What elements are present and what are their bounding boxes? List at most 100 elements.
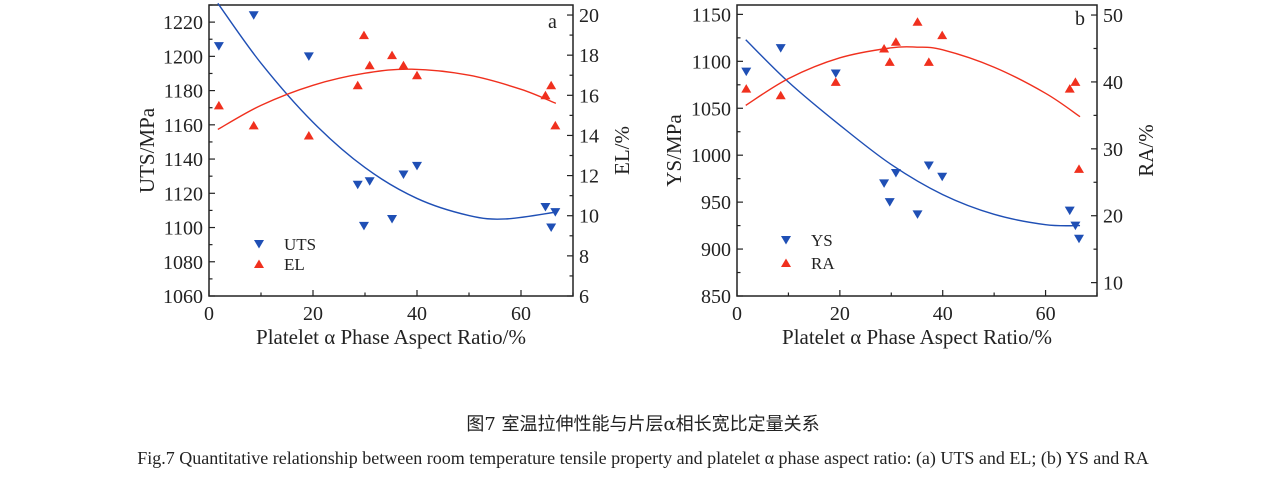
data-point-el (364, 60, 375, 70)
data-point-el (546, 80, 557, 90)
plot-frame (208, 4, 574, 297)
data-point-ys (1070, 221, 1081, 231)
data-point-ys (912, 210, 923, 219)
data-point-uts (398, 170, 409, 179)
legend-label-uts: UTS (284, 235, 316, 254)
data-point-ys (1064, 206, 1075, 216)
x-tick-label: 20 (303, 303, 323, 325)
plot-frame (736, 4, 1098, 297)
data-point-ys (1074, 234, 1084, 244)
data-point-el (358, 30, 369, 40)
y-left-tick-label: 1220 (163, 12, 203, 34)
data-point-ys (884, 198, 895, 207)
data-point-el (540, 90, 551, 100)
y-left-tick-label: 1080 (163, 252, 203, 274)
y-right-axis-label: RA/% (1134, 124, 1158, 177)
data-point-uts (546, 223, 557, 233)
data-point-ra (830, 77, 841, 86)
data-point-el (387, 50, 398, 60)
y-left-tick-label: 1150 (692, 4, 731, 26)
data-point-el (412, 70, 422, 80)
x-axis-label: Platelet α Phase Aspect Ratio/% (782, 325, 1052, 349)
y-left-tick-label: 1060 (163, 286, 203, 308)
legend-label-ys: YS (811, 231, 833, 250)
data-point-ys (741, 67, 752, 77)
x-tick-label: 0 (732, 303, 742, 325)
y-left-tick-label: 1140 (164, 149, 203, 171)
data-point-ys (937, 172, 948, 182)
y-right-axis-label: EL/% (610, 126, 634, 175)
y-right-tick-label: 16 (579, 85, 599, 107)
data-point-ra (890, 37, 901, 46)
x-tick-label: 60 (1036, 303, 1056, 325)
y-left-axis-label: YS/MPa (662, 114, 686, 187)
data-point-ra (879, 43, 890, 53)
y-left-tick-label: 1100 (692, 51, 731, 73)
data-point-ra (884, 57, 895, 66)
legend-label-ra: RA (811, 254, 835, 273)
data-point-uts (364, 177, 375, 186)
data-point-uts (412, 161, 422, 171)
y-right-tick-label: 30 (1103, 139, 1123, 161)
x-tick-label: 40 (933, 303, 953, 325)
data-point-ys (923, 161, 934, 171)
data-point-uts (550, 208, 561, 217)
y-right-tick-label: 14 (579, 125, 599, 147)
fit-curve-ra (745, 45, 1081, 118)
data-point-ys (879, 179, 890, 188)
data-point-ra (1074, 164, 1084, 173)
data-point-ys (830, 69, 841, 79)
y-right-tick-label: 20 (1103, 206, 1123, 228)
y-left-tick-label: 1050 (691, 98, 731, 120)
y-right-tick-label: 50 (1103, 5, 1123, 27)
data-point-ra (1070, 77, 1081, 86)
y-left-tick-label: 1160 (164, 115, 203, 137)
data-point-uts (303, 52, 314, 61)
figure-canvas: 0 20 40 60106010801100112011401160118012001… (135, 2, 1158, 349)
data-point-uts (213, 42, 224, 51)
legend-marker-el (254, 259, 264, 268)
data-point-uts (248, 11, 259, 20)
data-point-ra (775, 90, 786, 100)
y-right-tick-label: 8 (579, 246, 589, 268)
fit-curve-ys (745, 39, 1081, 227)
caption-english: Fig.7 Quantitative relationship between … (137, 448, 1149, 468)
data-point-el (213, 100, 224, 110)
data-point-ra (912, 17, 923, 26)
data-point-ys (890, 169, 901, 178)
panel-label: a (548, 11, 557, 33)
chart-panel-b: 0 20 40 60 850 900 950 1000 1050 1100 1150 10 20 30 40… (662, 4, 1158, 349)
y-right-tick-label: 10 (579, 206, 599, 228)
y-left-tick-label: 1100 (164, 218, 203, 240)
y-right-tick-label: 18 (579, 45, 599, 67)
y-left-tick-label: 1180 (164, 81, 203, 103)
y-left-tick-label: 900 (701, 239, 731, 261)
fit-curve-uts (217, 2, 556, 220)
x-tick-label: 40 (407, 303, 427, 325)
x-tick-label: 20 (830, 303, 850, 325)
y-left-axis-label: UTS/MPa (135, 107, 159, 193)
x-tick-label: 0 (204, 303, 214, 325)
data-point-ys (775, 44, 786, 53)
y-left-tick-label: 1200 (163, 46, 203, 68)
data-point-ra (937, 30, 948, 40)
y-left-tick-label: 850 (701, 286, 731, 308)
x-axis-label: Platelet α Phase Aspect Ratio/% (256, 325, 526, 349)
y-left-tick-label: 950 (701, 192, 731, 214)
chart-panel-a: 0 20 40 60 1060 1080 1100 1120 1140 1160 1180 1200 1… (135, 2, 634, 349)
data-point-el (303, 130, 314, 140)
data-point-ra (1064, 84, 1075, 93)
legend-marker-ys (781, 236, 791, 245)
data-point-el (352, 80, 363, 90)
data-point-ra (741, 84, 752, 93)
panel-label: b (1075, 8, 1085, 30)
legend-marker-ra (781, 258, 791, 267)
data-point-el (248, 120, 259, 130)
y-right-tick-label: 12 (579, 166, 599, 188)
data-point-ra (923, 57, 934, 66)
data-point-uts (387, 214, 398, 224)
data-point-el (398, 60, 409, 70)
y-left-tick-label: 1120 (164, 183, 203, 205)
x-tick-label: 60 (511, 303, 531, 325)
data-point-uts (358, 221, 369, 231)
